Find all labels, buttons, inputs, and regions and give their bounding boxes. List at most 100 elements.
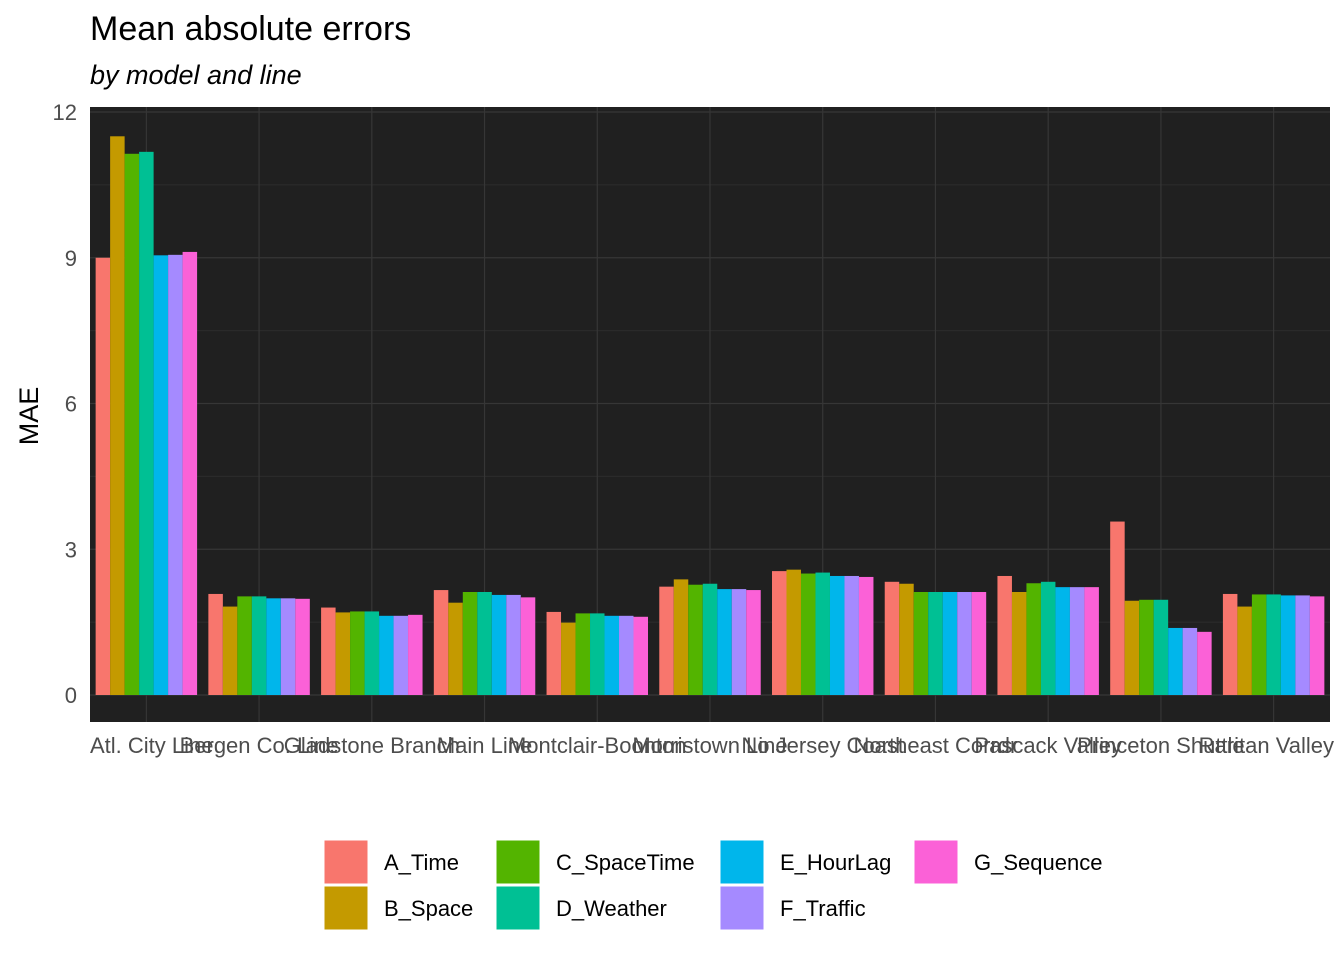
bar (251, 596, 267, 695)
chart-subtitle: by model and line (90, 60, 302, 90)
bar (462, 592, 478, 695)
legend-label: A_Time (384, 850, 459, 875)
bar (110, 136, 125, 695)
y-tick-label: 6 (65, 392, 77, 417)
bar (575, 613, 591, 695)
bar (815, 572, 830, 695)
y-axis-ticks: 0 3 6 9 12 (53, 100, 77, 708)
y-tick-label: 12 (53, 100, 77, 125)
bar (1153, 599, 1169, 695)
bar (1237, 606, 1252, 695)
bar (1110, 521, 1125, 695)
bar (1197, 631, 1212, 695)
bar (1222, 593, 1238, 695)
bar (858, 576, 874, 695)
bars (95, 136, 1325, 696)
bar (913, 592, 929, 695)
bar (971, 592, 987, 695)
bar (448, 602, 463, 695)
bar (717, 589, 732, 695)
bar (829, 575, 845, 695)
bar (408, 614, 423, 695)
bar (899, 583, 914, 695)
bar (746, 590, 761, 695)
bar (561, 622, 576, 695)
bar (1266, 594, 1281, 695)
x-tick-label: Gladstone Branch (284, 733, 460, 758)
bar (350, 611, 365, 695)
bar (379, 615, 394, 695)
bar (335, 612, 351, 695)
bar (1055, 587, 1070, 695)
bar (928, 592, 943, 695)
x-tick-label: No Jersey Coast (741, 733, 904, 758)
bar (433, 590, 449, 695)
bar (1280, 595, 1296, 695)
bar (237, 596, 252, 695)
bar (702, 583, 718, 695)
bar (546, 611, 562, 695)
bar (321, 607, 336, 695)
bar (844, 575, 859, 695)
bar (1309, 596, 1325, 695)
legend-key (323, 839, 369, 885)
x-tick-label: Bergen Co. Line (180, 733, 339, 758)
bar (688, 584, 703, 695)
bar (772, 571, 787, 695)
legend-key (323, 885, 369, 931)
bar (1011, 592, 1027, 695)
legend-label: E_HourLag (780, 850, 891, 875)
bar (673, 579, 689, 695)
legend-key (719, 885, 765, 931)
legend-key (495, 839, 541, 885)
x-tick-label: Main Line (437, 733, 532, 758)
bar (1084, 587, 1099, 695)
legend: A_Time B_Space C_SpaceTime D_Weather E_HourL… (323, 839, 1102, 931)
bar (280, 598, 296, 695)
y-tick-label: 3 (65, 537, 77, 562)
bar (997, 575, 1012, 695)
bar (1026, 583, 1041, 695)
bar (95, 257, 111, 695)
legend-label: C_SpaceTime (556, 850, 695, 875)
bar (1168, 627, 1183, 695)
bar (633, 616, 648, 695)
y-tick-label: 0 (65, 683, 77, 708)
bar (1040, 581, 1056, 695)
bar (222, 606, 238, 695)
bar (604, 615, 620, 695)
x-tick-label: Morristown Line (632, 733, 787, 758)
legend-key (719, 839, 765, 885)
legend-label: B_Space (384, 896, 473, 921)
bar (659, 586, 674, 695)
bar (800, 573, 816, 695)
x-tick-label: Pascack Valley (974, 733, 1122, 758)
bar (957, 592, 972, 695)
bar (364, 611, 380, 695)
x-tick-label: Raritan Valley (1199, 733, 1334, 758)
bar (1295, 595, 1310, 695)
bar (786, 569, 801, 695)
x-tick-label: Montclair-Boonton (508, 733, 687, 758)
bar (1182, 627, 1198, 695)
y-tick-label: 9 (65, 246, 77, 271)
bar (295, 598, 310, 695)
bar (1124, 600, 1140, 695)
bar (208, 593, 223, 695)
bar (491, 594, 507, 695)
bar (884, 581, 900, 695)
bar (942, 592, 958, 695)
legend-key (495, 885, 541, 931)
bar (1139, 599, 1154, 695)
legend-label: G_Sequence (974, 850, 1102, 875)
chart-title: Mean absolute errors (90, 10, 411, 48)
legend-label: D_Weather (556, 896, 667, 921)
bar (590, 613, 605, 695)
x-tick-label: Atl. City Line (90, 733, 214, 758)
legend-key (913, 839, 959, 885)
bar (139, 151, 154, 696)
x-tick-label: Northeast Corrdr (854, 733, 1018, 758)
bar (477, 592, 492, 695)
